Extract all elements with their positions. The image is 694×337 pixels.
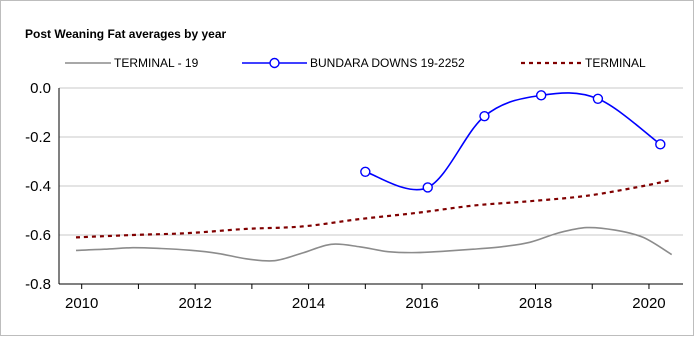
axes [58,88,683,289]
x-tick-label: 2020 [632,295,665,312]
legend-label: BUNDARA DOWNS 19-2252 [310,56,465,70]
series-layer [75,90,673,262]
y-tick-label: -0.2 [25,129,51,146]
data-point-bundara-downs-19-2252 [592,93,604,104]
y-tick-label: -0.6 [25,227,51,244]
x-tick-label: 2010 [65,295,98,312]
y-tick-label: -0.8 [25,276,51,293]
series-line-terminal-19 [75,226,673,262]
data-point-bundara-downs-19-2252 [360,166,371,177]
series-line-bundara-downs-19-2252 [365,92,661,191]
data-point-bundara-downs-19-2252 [535,90,547,101]
chart-title: Post Weaning Fat averages by year [25,27,227,41]
data-point-bundara-downs-19-2252 [422,182,433,193]
grid-lines [59,87,683,285]
x-tick-label: 2014 [292,295,325,312]
y-tick-label: 0.0 [30,80,51,97]
legend-label: TERMINAL - 19 [114,56,199,70]
x-tick-label: 2016 [405,295,438,312]
y-tick-label: -0.4 [25,178,51,195]
legend-marker [269,57,280,69]
x-tick-label: 2018 [519,295,552,312]
x-tick-label: 2012 [178,295,211,312]
tick-labels: 0.0 -0.2 -0.4 -0.6 -0.8 2010 2012 2014 2016 2018 2… [25,80,666,312]
series-line-terminal [75,178,672,239]
legend-label: TERMINAL [585,56,646,70]
data-point-bundara-downs-19-2252 [655,139,666,150]
legend: TERMINAL - 19 BUNDARA DOWNS 19-2252 TERMIN… [65,56,646,70]
data-point-bundara-downs-19-2252 [479,110,490,122]
